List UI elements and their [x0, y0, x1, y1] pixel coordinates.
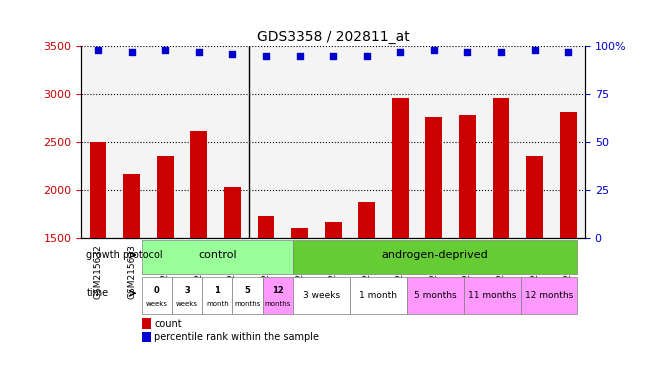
Point — [429, 47, 439, 53]
FancyBboxPatch shape — [233, 277, 263, 314]
Text: weeks: weeks — [146, 301, 168, 307]
Bar — [291, 228, 308, 381]
Point — [496, 49, 506, 55]
FancyBboxPatch shape — [142, 240, 292, 274]
FancyBboxPatch shape — [350, 277, 407, 314]
Bar — [426, 117, 442, 381]
FancyBboxPatch shape — [142, 277, 172, 314]
Bar — [142, 318, 151, 329]
Bar — [518, 46, 551, 238]
Bar — [257, 216, 274, 381]
Point — [227, 51, 238, 57]
Point — [361, 53, 372, 59]
Text: 0: 0 — [154, 286, 160, 295]
Bar — [81, 46, 115, 238]
Bar — [417, 46, 450, 238]
Text: months: months — [234, 301, 261, 307]
Text: 3: 3 — [184, 286, 190, 295]
Bar — [551, 46, 585, 238]
Bar — [249, 46, 283, 238]
Bar — [283, 46, 317, 238]
Text: 1: 1 — [214, 286, 220, 295]
FancyBboxPatch shape — [463, 277, 521, 314]
Point — [462, 49, 473, 55]
FancyBboxPatch shape — [263, 277, 292, 314]
Bar — [350, 46, 384, 238]
Point — [261, 53, 271, 59]
Text: control: control — [198, 250, 237, 260]
Text: 3 weeks: 3 weeks — [303, 291, 340, 300]
Bar — [493, 98, 510, 381]
Bar — [560, 112, 577, 381]
FancyBboxPatch shape — [172, 277, 202, 314]
Text: months: months — [265, 301, 291, 307]
Bar — [325, 222, 341, 381]
FancyBboxPatch shape — [521, 277, 577, 314]
Bar — [317, 46, 350, 238]
Bar — [115, 46, 148, 238]
Text: count: count — [154, 319, 182, 329]
FancyBboxPatch shape — [407, 277, 463, 314]
Bar — [182, 46, 216, 238]
Bar — [358, 202, 375, 381]
FancyBboxPatch shape — [292, 277, 350, 314]
Bar — [224, 187, 240, 381]
Bar — [142, 332, 151, 342]
Bar — [384, 46, 417, 238]
Point — [93, 47, 103, 53]
FancyBboxPatch shape — [202, 277, 233, 314]
Point — [294, 53, 305, 59]
Bar — [459, 115, 476, 381]
Text: percentile rank within the sample: percentile rank within the sample — [154, 332, 319, 342]
Bar — [216, 46, 249, 238]
Text: time: time — [86, 288, 109, 298]
Title: GDS3358 / 202811_at: GDS3358 / 202811_at — [257, 30, 410, 44]
Text: 12 months: 12 months — [525, 291, 573, 300]
Text: 12: 12 — [272, 286, 283, 295]
Text: 5: 5 — [244, 286, 250, 295]
Point — [126, 49, 137, 55]
FancyBboxPatch shape — [292, 240, 577, 274]
Text: growth protocol: growth protocol — [86, 250, 163, 260]
Bar — [526, 156, 543, 381]
Point — [194, 49, 204, 55]
Bar — [450, 46, 484, 238]
Bar — [90, 142, 107, 381]
Point — [563, 49, 573, 55]
Text: weeks: weeks — [176, 301, 198, 307]
Point — [395, 49, 406, 55]
Point — [328, 53, 338, 59]
Bar — [148, 46, 182, 238]
Text: month: month — [206, 301, 229, 307]
Bar — [157, 156, 174, 381]
Text: 11 months: 11 months — [468, 291, 516, 300]
Bar — [190, 131, 207, 381]
Text: 5 months: 5 months — [414, 291, 456, 300]
Bar — [124, 174, 140, 381]
Point — [529, 47, 539, 53]
Point — [160, 47, 170, 53]
Bar — [484, 46, 518, 238]
Text: androgen-deprived: androgen-deprived — [382, 250, 489, 260]
Bar — [392, 98, 409, 381]
Text: 1 month: 1 month — [359, 291, 397, 300]
